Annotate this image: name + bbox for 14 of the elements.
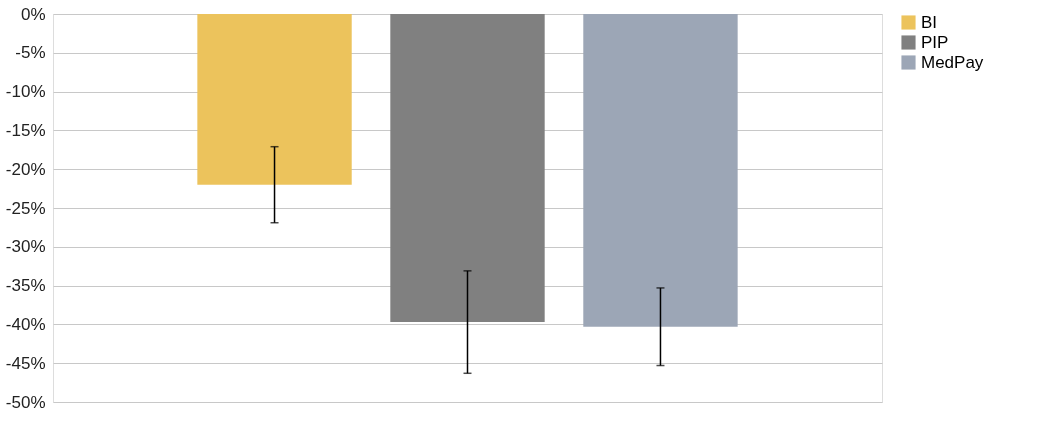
- y-tick-label: -25%: [5, 198, 46, 218]
- y-tick-label: -10%: [5, 82, 46, 102]
- legend-label: PIP: [921, 32, 949, 52]
- legend-label: BI: [921, 12, 938, 32]
- y-tick-label: -40%: [5, 314, 46, 334]
- y-tick-label: -20%: [5, 159, 46, 179]
- y-tick-label: 0%: [20, 4, 46, 24]
- y-tick-label: -45%: [5, 353, 46, 373]
- y-tick-label: -50%: [5, 392, 46, 412]
- y-tick-label: -35%: [5, 276, 46, 296]
- y-tick-label: -5%: [15, 43, 46, 63]
- y-tick-label: -15%: [5, 120, 46, 140]
- y-tick-label: -30%: [5, 237, 46, 257]
- legend-label: MedPay: [921, 52, 984, 72]
